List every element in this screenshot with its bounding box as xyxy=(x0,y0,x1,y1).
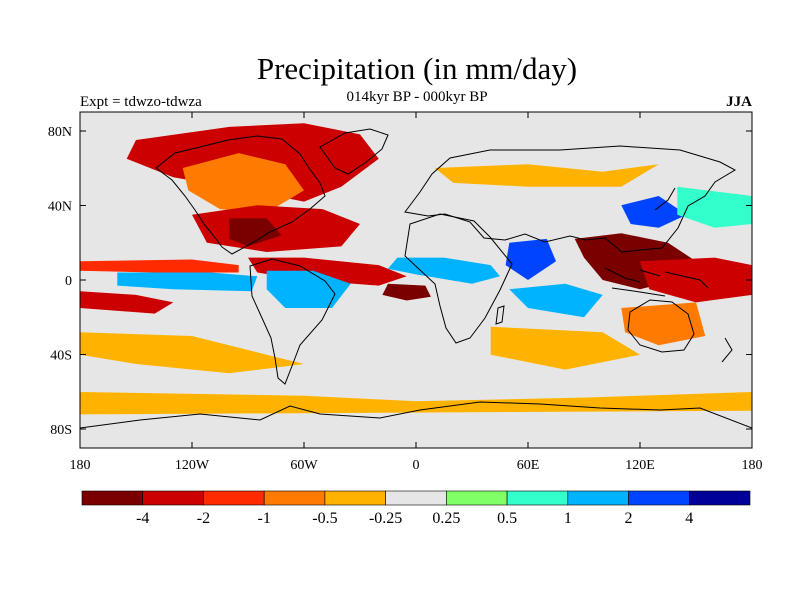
x-tick-label: 120E xyxy=(625,458,655,473)
coastline-europe-asia xyxy=(404,145,737,253)
anomaly-region-12 xyxy=(388,257,500,284)
experiment-label: Expt = tdwzo-tdwza xyxy=(80,94,202,110)
anomaly-region-6 xyxy=(382,283,431,301)
coastline-greenland xyxy=(319,128,389,175)
colorbar-label: 0.25 xyxy=(432,510,460,527)
colorbar-label: -1 xyxy=(258,510,271,527)
anomaly-region-10 xyxy=(80,291,174,314)
coastline-madagascar xyxy=(495,305,505,325)
coastline-japan xyxy=(654,187,676,211)
anomaly-region-5 xyxy=(248,257,407,286)
anomaly-region-13 xyxy=(505,238,556,280)
colorbar-label: 2 xyxy=(625,510,633,527)
anomaly-region-16 xyxy=(640,257,752,303)
coastline-antarctica xyxy=(80,401,752,429)
anomaly-region-19 xyxy=(434,164,659,187)
anomaly-region-20 xyxy=(621,302,706,346)
anomaly-region-14 xyxy=(509,283,603,318)
y-tick-label: 40S xyxy=(50,349,72,364)
y-tick-label: 80N xyxy=(48,125,72,140)
colorbar-swatch xyxy=(688,490,751,506)
anomaly-region-2 xyxy=(182,153,304,213)
anomaly-region-18 xyxy=(677,186,752,228)
anomaly-region-8 xyxy=(117,272,258,292)
colorbar-label: -4 xyxy=(136,510,149,527)
x-tick-label: 180 xyxy=(742,458,763,473)
coastline-south-america xyxy=(249,258,336,385)
anomaly-region-11 xyxy=(80,332,304,374)
colorbar-label: -0.25 xyxy=(369,510,402,527)
coastline-maritime-islands xyxy=(604,267,709,297)
colorbar-swatch xyxy=(446,490,508,506)
y-tick-label: 0 xyxy=(65,274,72,289)
colorbar-swatch xyxy=(324,490,386,506)
colorbar-swatch xyxy=(506,490,569,506)
x-tick-label: 60E xyxy=(517,458,540,473)
coastline-north-america xyxy=(155,135,326,255)
colorbar-label: 4 xyxy=(685,510,693,527)
season-label: JJA xyxy=(726,94,752,110)
colorbar-label: 0.5 xyxy=(497,510,517,527)
anomaly-region-22 xyxy=(80,392,752,415)
y-tick-label: 40N xyxy=(48,200,72,215)
chart-title: Precipitation (in mm/day) xyxy=(256,51,578,86)
coastline-africa xyxy=(404,213,513,344)
colorbar-label: 1 xyxy=(564,510,572,527)
x-tick-label: 0 xyxy=(413,458,420,473)
anomaly-region-4 xyxy=(229,218,282,247)
colorbar-swatch xyxy=(203,490,265,506)
y-tick-label: 80S xyxy=(50,423,72,438)
colorbar-swatch xyxy=(385,490,447,506)
colorbar-swatch xyxy=(142,490,204,506)
x-tick-label: 180 xyxy=(70,458,91,473)
x-tick-label: 60W xyxy=(290,458,318,473)
anomaly-region-7 xyxy=(80,259,239,273)
colorbar-swatch xyxy=(628,490,690,506)
chart-subtitle: 014kyr BP - 000kyr BP xyxy=(346,89,488,105)
coastline-australia xyxy=(627,299,695,353)
anomaly-region-9 xyxy=(266,270,351,308)
x-tick-label: 120W xyxy=(175,458,210,473)
coastline-new-zealand xyxy=(721,337,733,363)
colorbar-label: -2 xyxy=(197,510,210,527)
anomaly-region-21 xyxy=(490,326,640,370)
colorbar-label: -0.5 xyxy=(312,510,337,527)
colorbar-swatch xyxy=(263,490,326,506)
colorbar-swatch xyxy=(567,490,629,506)
colorbar-swatch xyxy=(81,490,144,506)
anomaly-region-17 xyxy=(621,196,687,228)
